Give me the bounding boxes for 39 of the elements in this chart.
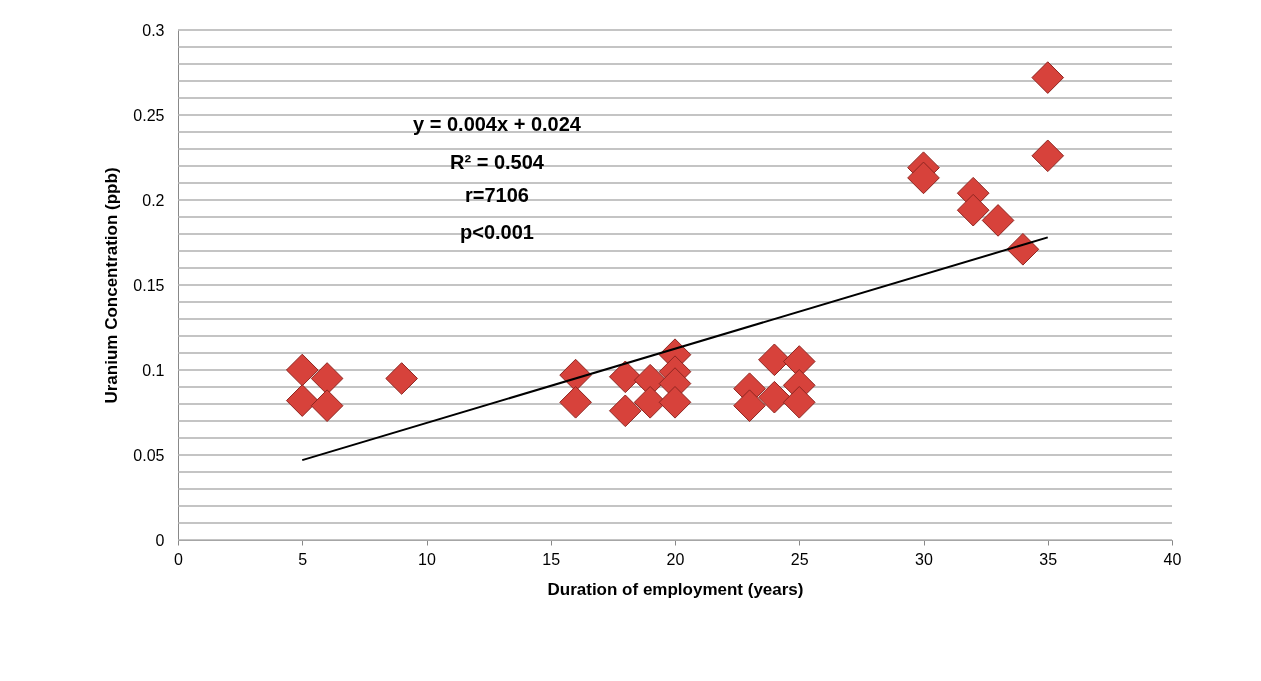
y-tick-label: 0.1 [142, 361, 165, 379]
y-tick-label: 0.25 [133, 106, 165, 124]
y-tick-label: 0.05 [133, 446, 165, 464]
point [658, 385, 692, 419]
point [733, 389, 766, 423]
x-tick-label: 25 [790, 550, 809, 568]
x-tick-label: 35 [1039, 550, 1058, 568]
x-tick-label: 0 [174, 550, 184, 568]
x-axis-title: Duration of employment (years) [547, 579, 804, 599]
annotation: R² = 0.504 [450, 151, 545, 173]
x-tick-label: 15 [542, 550, 561, 568]
point [310, 362, 344, 395]
point [758, 380, 791, 414]
point [310, 389, 344, 423]
x-tick-label: 10 [418, 550, 436, 568]
point [608, 360, 642, 394]
point [559, 385, 592, 419]
y-tick-label: 0.3 [142, 21, 165, 39]
y-tick-label: 0.2 [142, 191, 165, 209]
x-tick-label: 20 [666, 550, 685, 568]
point [907, 161, 940, 195]
annotation: r=7106 [465, 184, 529, 206]
annotation: p<0.001 [460, 221, 534, 243]
x-tick-label: 30 [915, 550, 933, 568]
point [385, 362, 418, 395]
x-tick-label: 40 [1163, 550, 1182, 568]
y-axis-title: Uranium Concentration (ppb) [102, 167, 122, 404]
point [956, 193, 990, 227]
point [1031, 139, 1065, 173]
point [1031, 61, 1065, 94]
point [981, 204, 1015, 237]
point [608, 394, 642, 428]
point [782, 385, 816, 419]
point [285, 384, 319, 417]
y-tick-label: 0.15 [133, 276, 165, 294]
annotation: y = 0.004x + 0.024 [413, 113, 582, 135]
point [285, 353, 319, 387]
x-tick-label: 5 [298, 550, 308, 568]
y-tick-label: 0 [155, 531, 165, 549]
